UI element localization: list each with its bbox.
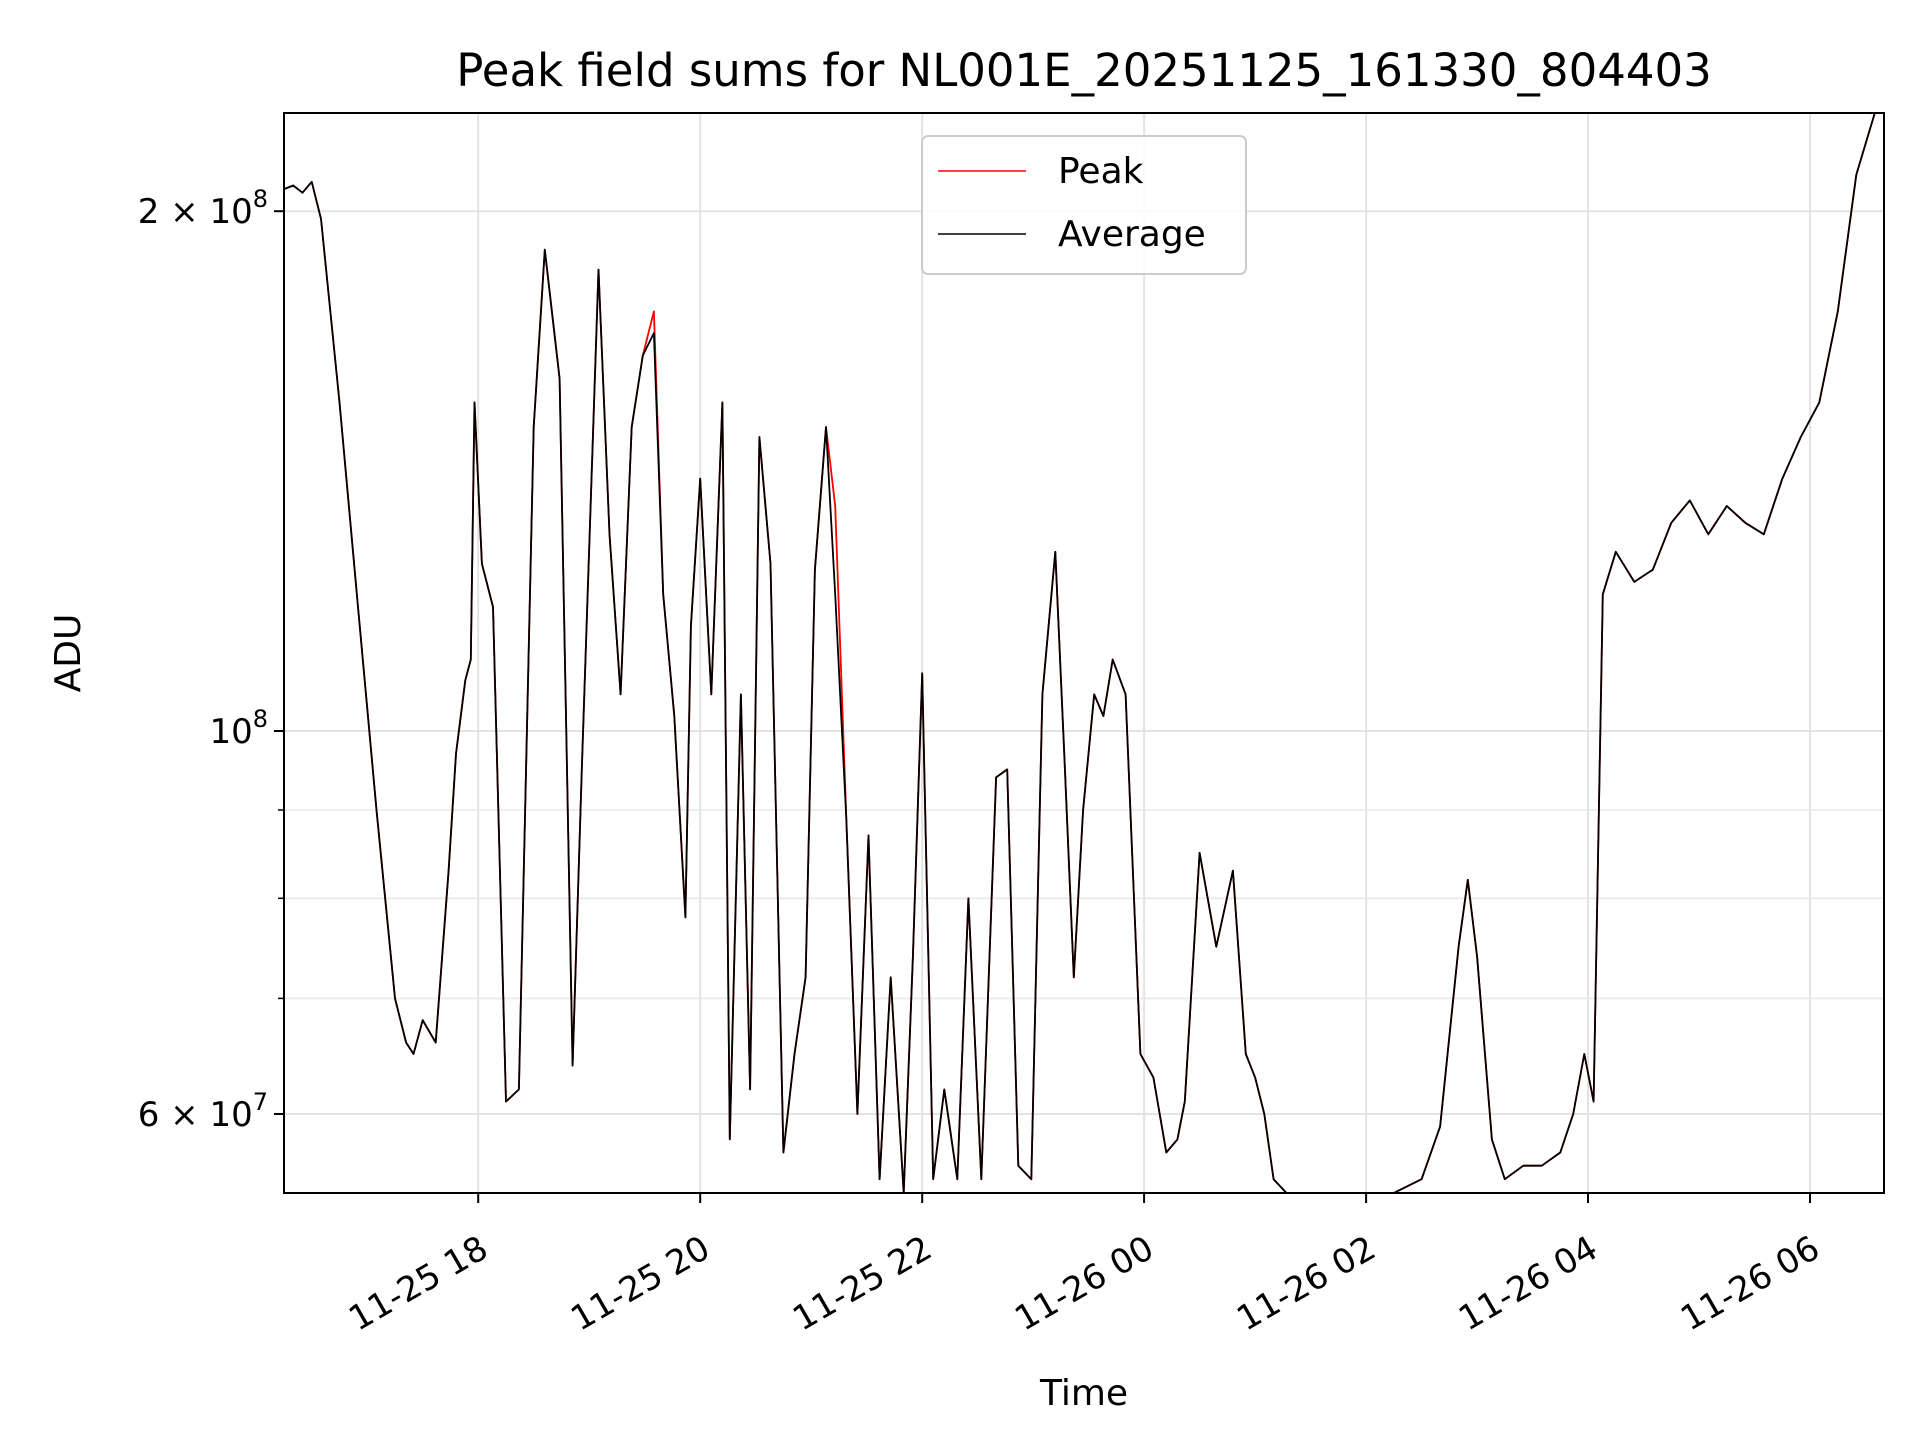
y-tick-label: 6 × 107 <box>138 1088 268 1135</box>
y-axis-label: ADU <box>48 614 89 693</box>
plot-frame <box>283 112 1885 1194</box>
legend-label-average: Average <box>1058 214 1206 255</box>
x-axis-label: Time <box>1039 1373 1128 1414</box>
y-tick-label: 108 <box>209 705 268 752</box>
y-tick-label: 2 × 108 <box>138 185 268 232</box>
series-layer <box>283 112 1876 1194</box>
legend-label-peak: Peak <box>1058 151 1144 192</box>
series-line-average <box>283 112 1876 1194</box>
chart-title: Peak field sums for NL001E_20251125_1613… <box>456 44 1711 97</box>
legend: Peak Average <box>921 135 1247 275</box>
